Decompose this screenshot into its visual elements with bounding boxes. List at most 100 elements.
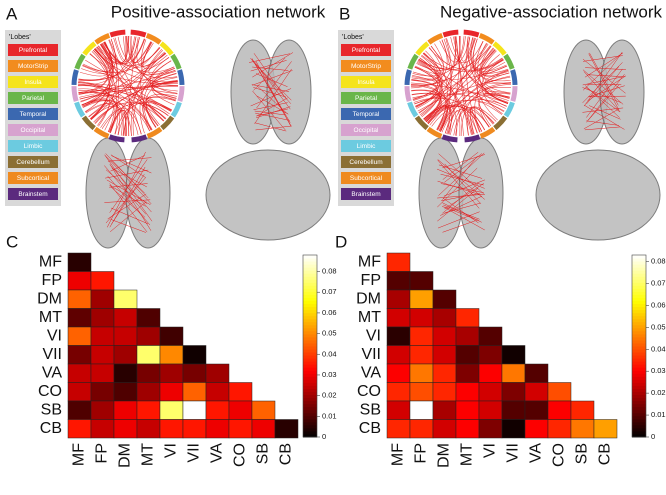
- lobe-ring: [426, 126, 443, 139]
- connection: [84, 41, 114, 112]
- colorbar-step: [632, 364, 646, 368]
- colorbar-step: [303, 255, 317, 259]
- colorbar-tick-label: 0: [651, 432, 655, 441]
- heatmap-cell: [205, 419, 230, 439]
- colorbar-step: [303, 264, 317, 268]
- lobe-ring: [160, 115, 175, 131]
- lobe-ring: [503, 101, 515, 118]
- connection: [143, 68, 175, 131]
- colorbar-step: [632, 349, 646, 353]
- colorbar-step: [303, 300, 317, 305]
- brain-connection: [255, 125, 292, 131]
- brain-connection: [583, 108, 619, 130]
- colorbar-step: [303, 258, 317, 262]
- brain-connection: [111, 168, 147, 188]
- colorbar-step: [303, 418, 317, 423]
- heatmap-cell: [524, 400, 549, 420]
- connection: [78, 38, 145, 81]
- colorbar-step: [632, 264, 646, 268]
- column-label: VII: [186, 443, 203, 463]
- colorbar-step: [303, 394, 317, 399]
- brain-connection: [256, 106, 291, 119]
- legend-swatch: [8, 92, 58, 104]
- connection: [423, 43, 489, 120]
- legend-swatch: [341, 172, 391, 184]
- legend-swatch: [341, 44, 391, 56]
- connection: [78, 89, 172, 112]
- heatmap-cell: [386, 308, 411, 328]
- colorbar-step: [303, 433, 317, 438]
- colorbar-frame: [631, 254, 647, 438]
- brain-connection: [436, 168, 485, 189]
- colorbar-step: [632, 309, 646, 314]
- brain-connection: [442, 202, 482, 223]
- connection: [455, 36, 473, 135]
- brain-connection: [111, 155, 152, 174]
- connection: [93, 102, 169, 123]
- connection: [96, 37, 140, 65]
- heatmap-cell: [386, 252, 411, 272]
- heatmap-cell: [386, 271, 411, 291]
- connection: [130, 48, 163, 136]
- colorbar-tick-label: 0: [322, 432, 326, 441]
- heatmap-cell: [455, 326, 480, 346]
- colorbar-step: [632, 291, 646, 295]
- brain-connection: [587, 74, 625, 122]
- heatmap-cell: [432, 419, 457, 439]
- connection: [140, 39, 178, 94]
- connection: [78, 85, 178, 94]
- colorbar-step: [632, 400, 646, 405]
- connection: [441, 72, 510, 133]
- connections: [77, 35, 179, 136]
- column-label: CB: [597, 443, 614, 465]
- heatmap-cell: [409, 419, 434, 439]
- brain-connection: [250, 88, 292, 107]
- legend-label: Temporal: [353, 111, 380, 118]
- heatmap-cell: [67, 419, 92, 439]
- connection: [412, 93, 506, 109]
- heatmap-cell: [386, 400, 411, 420]
- colorbar-step: [632, 427, 646, 432]
- heatmap-cell: [205, 400, 230, 420]
- heatmap-cell: [113, 345, 138, 365]
- brain-connection: [582, 69, 624, 105]
- colorbar-step: [632, 424, 646, 429]
- brain-connection: [253, 53, 287, 100]
- brain-connection: [109, 183, 148, 233]
- heatmap-cell: [205, 363, 230, 383]
- colorbar-step: [303, 315, 317, 320]
- colorbar-step: [632, 339, 646, 344]
- connection: [440, 75, 511, 132]
- panel-title: Positive-association network: [111, 2, 326, 21]
- heatmap-cell: [90, 363, 115, 383]
- connection: [78, 71, 176, 95]
- brain-connection: [255, 61, 291, 126]
- panel-letter: C: [6, 232, 18, 251]
- heatmap-cell: [409, 308, 434, 328]
- heatmap-cell: [455, 345, 480, 365]
- colorbar-step: [632, 361, 646, 365]
- legend-label: Insula: [24, 79, 42, 86]
- row-label: FP: [42, 272, 62, 289]
- heatmap-cell: [159, 400, 184, 420]
- connection: [419, 53, 442, 115]
- colorbar-step: [632, 391, 646, 396]
- lobe-ring: [81, 115, 96, 131]
- colorbar-step: [632, 270, 646, 274]
- brain-connection: [442, 155, 478, 200]
- colorbar-step: [632, 412, 646, 417]
- colorbar-step: [303, 349, 317, 353]
- connection: [446, 38, 484, 63]
- heatmap-cell: [593, 419, 618, 439]
- brain-connection: [585, 67, 626, 70]
- connection: [425, 105, 483, 132]
- lobe-ring: [492, 41, 507, 56]
- heatmap-cell: [67, 345, 92, 365]
- heatmap-cell: [182, 363, 207, 383]
- colorbar-step: [303, 312, 317, 317]
- heatmap-cell: [432, 382, 457, 402]
- brain-connection: [104, 165, 147, 215]
- connection: [93, 48, 159, 127]
- colorbar-step: [303, 276, 317, 280]
- heatmap-cell: [386, 419, 411, 439]
